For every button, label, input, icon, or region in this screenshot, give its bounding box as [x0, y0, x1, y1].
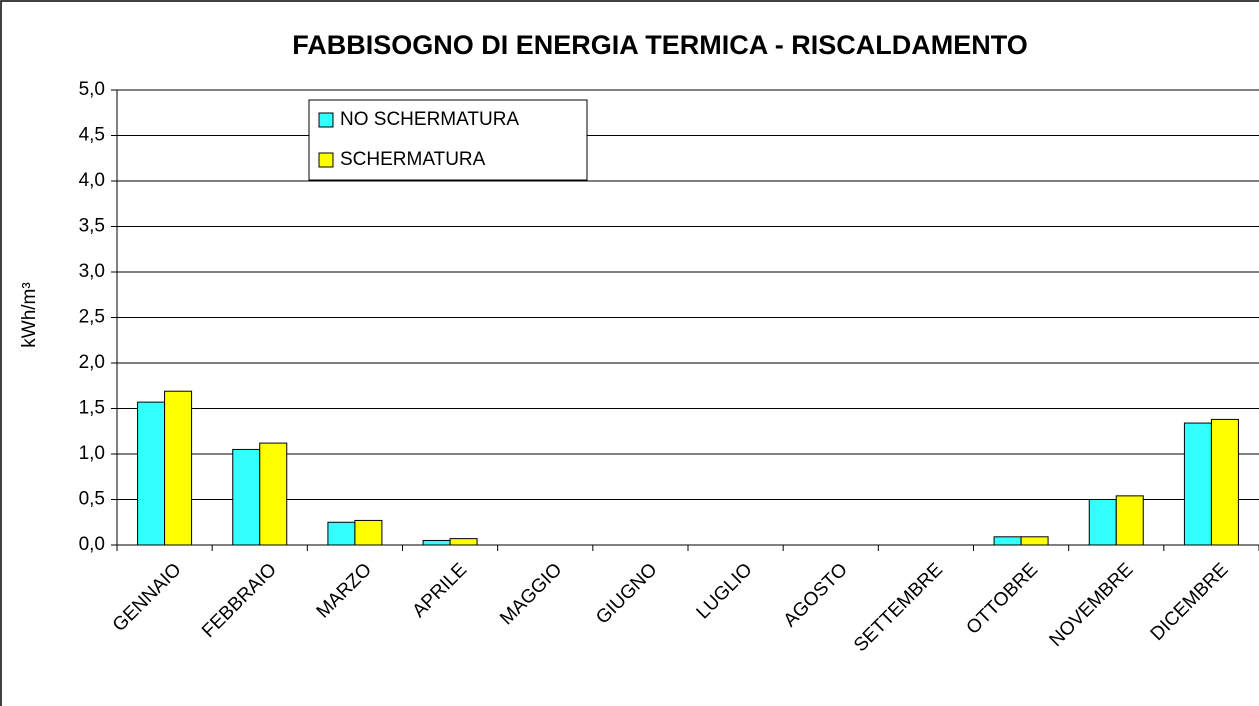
y-tick-label: 5,0: [79, 79, 105, 100]
y-tick-label: 1,5: [79, 398, 105, 419]
y-tick-label: 0,5: [79, 489, 105, 510]
legend-swatch: [318, 112, 334, 128]
y-tick-label: 2,0: [79, 352, 105, 373]
bar: [993, 536, 1022, 546]
legend-swatch: [318, 152, 334, 168]
bar: [422, 539, 451, 546]
legend-box: [308, 99, 588, 181]
bar: [137, 401, 166, 546]
y-tick-label: 3,5: [79, 216, 105, 237]
bar: [327, 521, 356, 546]
bar: [1115, 495, 1144, 546]
legend-label: NO SCHERMATURA: [340, 109, 519, 130]
bar: [354, 519, 383, 546]
y-tick-label: 3,0: [79, 261, 105, 282]
bar: [232, 448, 261, 546]
bar: [164, 390, 193, 546]
bar: [449, 538, 478, 546]
bar: [1183, 422, 1212, 546]
legend-label: SCHERMATURA: [340, 149, 486, 170]
y-tick-label: 4,5: [79, 125, 105, 146]
y-tick-label: 1,0: [79, 443, 105, 464]
y-tick-label: 0,0: [79, 534, 105, 555]
bar: [1020, 536, 1049, 546]
bar: [1088, 499, 1117, 546]
bar: [259, 442, 288, 546]
bar: [1210, 418, 1239, 546]
y-axis-label: kWh/m³: [19, 282, 40, 347]
y-tick-label: 4,0: [79, 170, 105, 191]
chart-title: FABBISOGNO DI ENERGIA TERMICA - RISCALDA…: [292, 30, 1028, 60]
y-tick-label: 2,5: [79, 307, 105, 328]
